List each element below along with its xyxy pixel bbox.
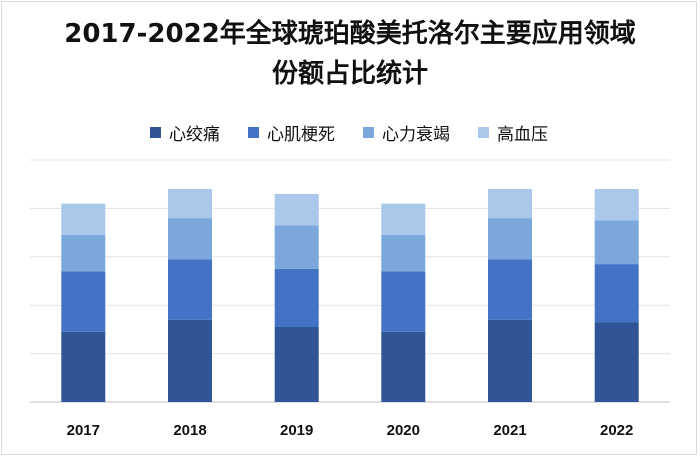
x-tick-label-2021: 2021 <box>493 422 526 439</box>
legend-swatch-myocardial-infarction <box>248 126 259 138</box>
bar-segment-2020-series-0 <box>381 331 426 402</box>
bar-segment-2021-series-3 <box>488 189 532 218</box>
bar-segment-2020-series-1 <box>381 271 426 332</box>
bar-segment-2018-series-2 <box>168 218 212 260</box>
bar-segment-2020-series-2 <box>381 235 426 272</box>
bar-segment-2021-series-2 <box>488 218 532 260</box>
legend-label-angina: 心绞痛 <box>169 124 220 145</box>
bar-segment-2021-series-0 <box>488 319 532 402</box>
legend-label-myocardial-infarction: 心肌梗死 <box>267 124 335 145</box>
legend-item-myocardial-infarction: 心肌梗死 <box>248 120 335 145</box>
x-tick-label-2017: 2017 <box>67 422 100 439</box>
legend-item-angina: 心绞痛 <box>150 120 220 145</box>
bar-segment-2022-series-1 <box>594 264 639 323</box>
bar-segment-2018-series-1 <box>168 259 212 320</box>
legend-swatch-heart-failure <box>363 126 374 138</box>
chart-title: 2017-2022年全球琥珀酸美托洛尔主要应用领域 份额占比统计 <box>64 19 636 89</box>
legend-label-hypertension: 高血压 <box>497 124 548 145</box>
bar-segment-2022-series-0 <box>594 322 639 402</box>
legend-swatch-angina <box>150 126 161 138</box>
x-tick-label-2020: 2020 <box>387 422 420 439</box>
x-tick-label-2018: 2018 <box>173 422 206 439</box>
bar-segment-2021-series-1 <box>488 259 532 320</box>
bar-segment-2019-series-3 <box>274 193 319 226</box>
bar-segment-2019-series-0 <box>274 327 319 402</box>
chart-legend: 心绞痛 心肌梗死 心力衰竭 高血压 <box>150 120 650 145</box>
bar-segment-2017-series-2 <box>61 235 106 272</box>
x-tick-label-2022: 2022 <box>600 422 633 439</box>
bar-segment-2019-series-2 <box>274 225 319 269</box>
legend-swatch-hypertension <box>478 126 489 138</box>
bar-segment-2017-series-3 <box>61 203 106 236</box>
bar-segment-2017-series-1 <box>61 271 106 332</box>
legend-item-hypertension: 高血压 <box>478 120 548 145</box>
bar-segment-2018-series-3 <box>168 189 212 218</box>
bar-segment-2022-series-2 <box>594 220 639 265</box>
legend-item-heart-failure: 心力衰竭 <box>363 120 450 145</box>
bar-segment-2020-series-3 <box>381 203 426 236</box>
bar-segment-2022-series-3 <box>594 189 639 221</box>
bar-segment-2019-series-1 <box>274 268 319 327</box>
bar-segment-2018-series-0 <box>168 319 212 402</box>
legend-label-heart-failure: 心力衰竭 <box>382 124 450 145</box>
x-tick-label-2019: 2019 <box>280 422 313 439</box>
bar-segment-2017-series-0 <box>61 331 106 402</box>
